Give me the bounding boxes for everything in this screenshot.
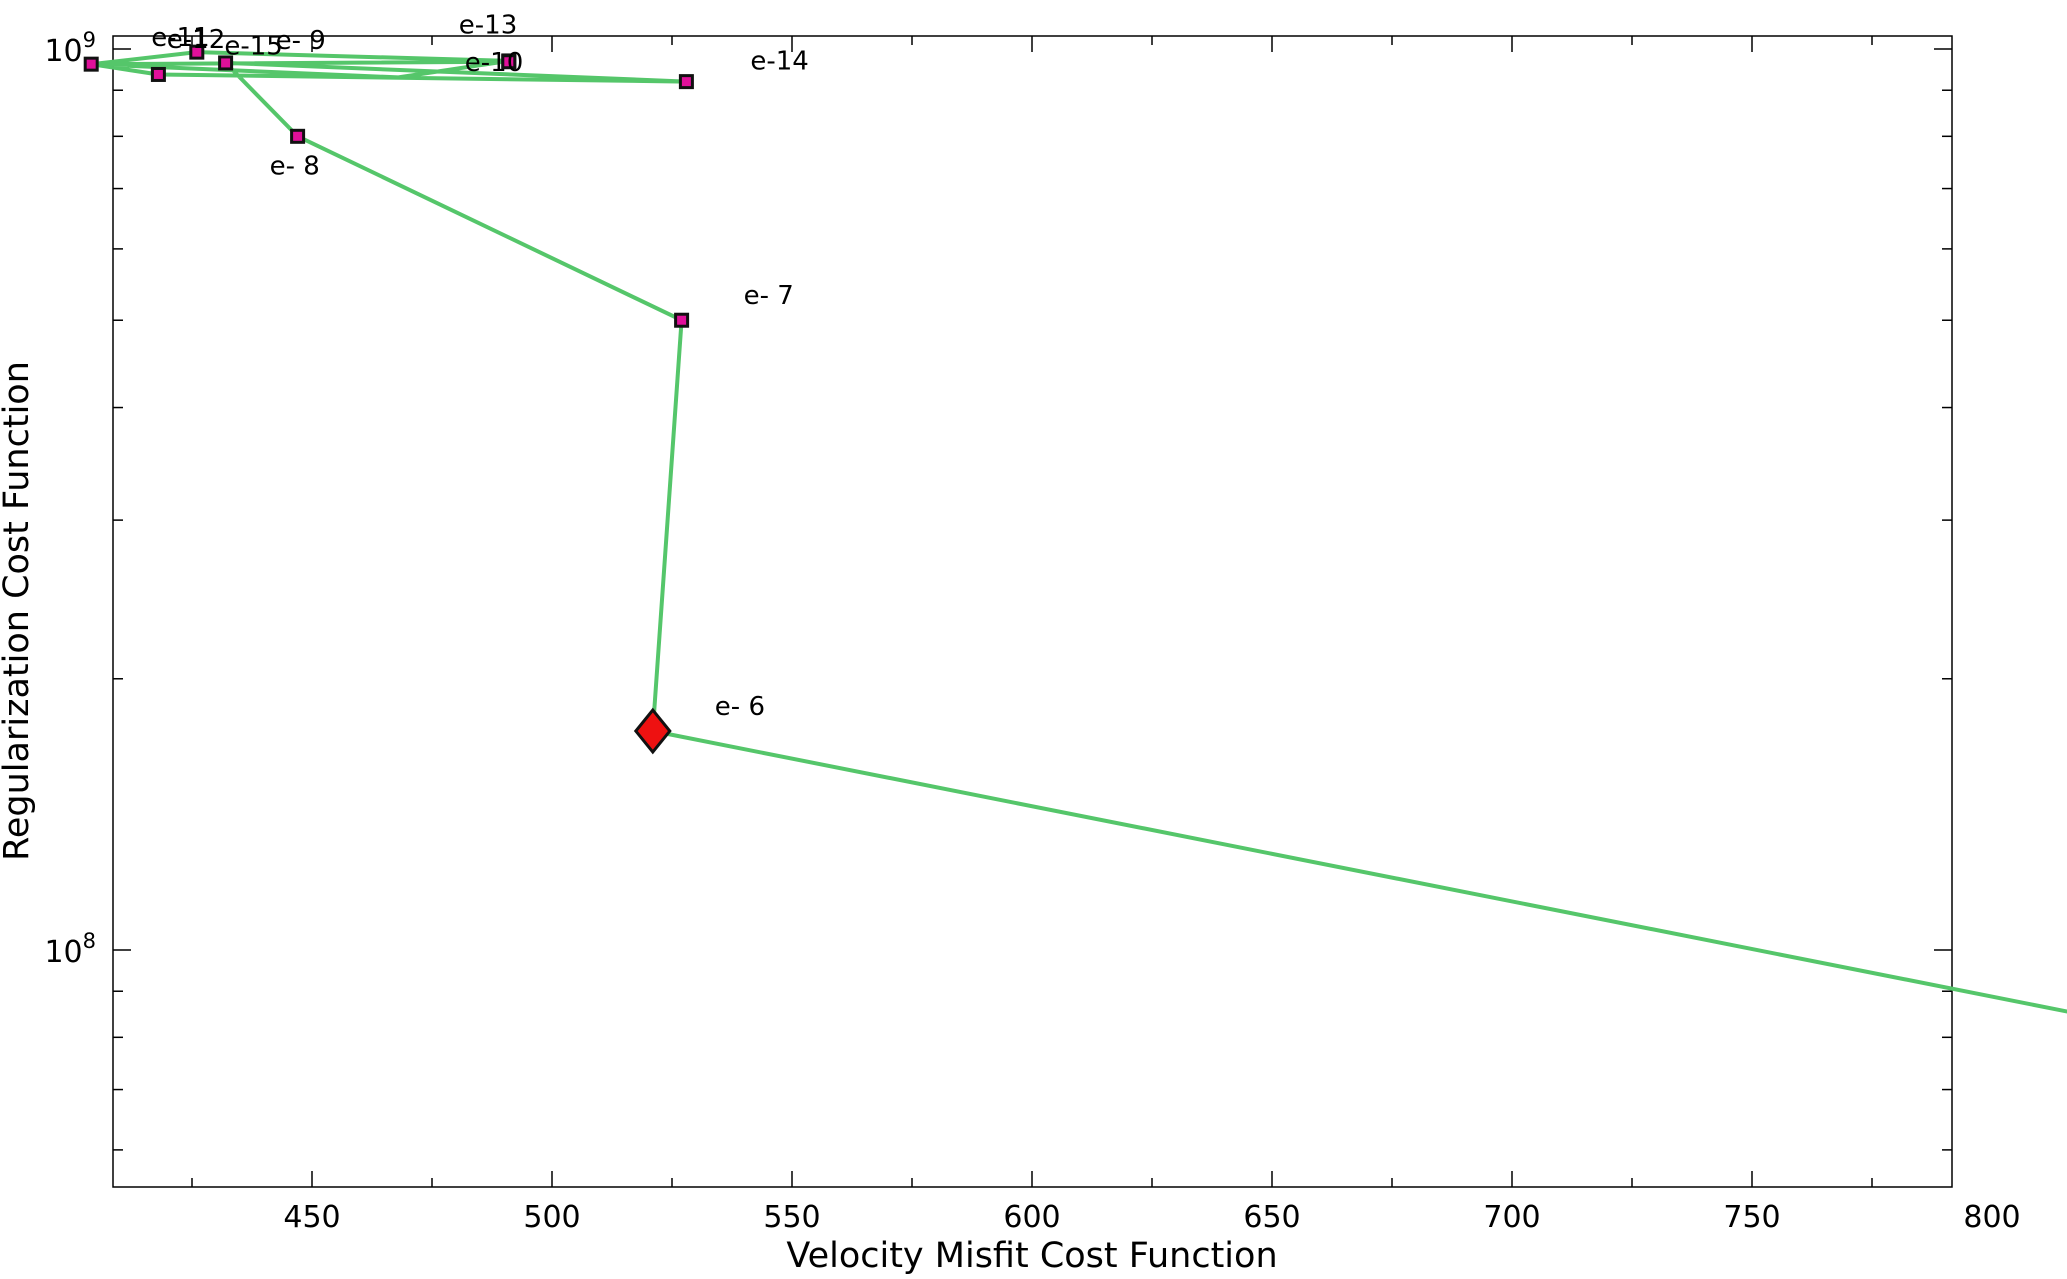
point-label: e-15	[224, 31, 282, 61]
point-label: e-12	[167, 25, 225, 55]
data-point	[150, 66, 166, 82]
data-point	[83, 56, 99, 72]
point-label: e-14	[750, 47, 808, 77]
point-label: e- 6	[715, 692, 765, 722]
tick-labels: 450500550600650700750800850900950108109	[44, 28, 2020, 1235]
highlight-point	[633, 707, 672, 755]
x-tick-label: 500	[523, 1200, 580, 1235]
data-markers	[83, 44, 694, 755]
point-label: e-11	[151, 23, 209, 53]
data-point	[674, 312, 690, 328]
y-tick-label: 108	[44, 929, 96, 970]
plot-area	[112, 35, 1953, 1188]
data-point	[501, 54, 517, 70]
point-label: e-10	[465, 48, 523, 78]
point-label: e- 9	[276, 26, 326, 56]
data-point	[290, 128, 306, 144]
axis-ticks	[113, 36, 1952, 1187]
x-tick-label: 450	[283, 1200, 340, 1235]
point-label: e- 8	[270, 151, 320, 181]
x-tick-label: 600	[1003, 1200, 1060, 1235]
x-tick-label: 800	[1963, 1200, 2020, 1235]
point-label: e- 7	[744, 281, 794, 311]
y-tick-label: 109	[44, 28, 96, 69]
point-labels: e- 5e- 6e- 7e- 8e- 9e-10e-11e-12e-13e-14…	[151, 11, 809, 722]
data-point	[678, 74, 694, 90]
point-label: e-13	[459, 11, 517, 41]
x-tick-label: 700	[1483, 1200, 1540, 1235]
data-point	[218, 55, 234, 71]
x-axis-label: Velocity Misfit Cost Function	[786, 1236, 1277, 1276]
data-point	[189, 44, 205, 60]
x-tick-label: 550	[763, 1200, 820, 1235]
x-tick-label: 750	[1723, 1200, 1780, 1235]
x-tick-label: 650	[1243, 1200, 1300, 1235]
y-axis-label: Regularization Cost Function	[0, 361, 37, 861]
